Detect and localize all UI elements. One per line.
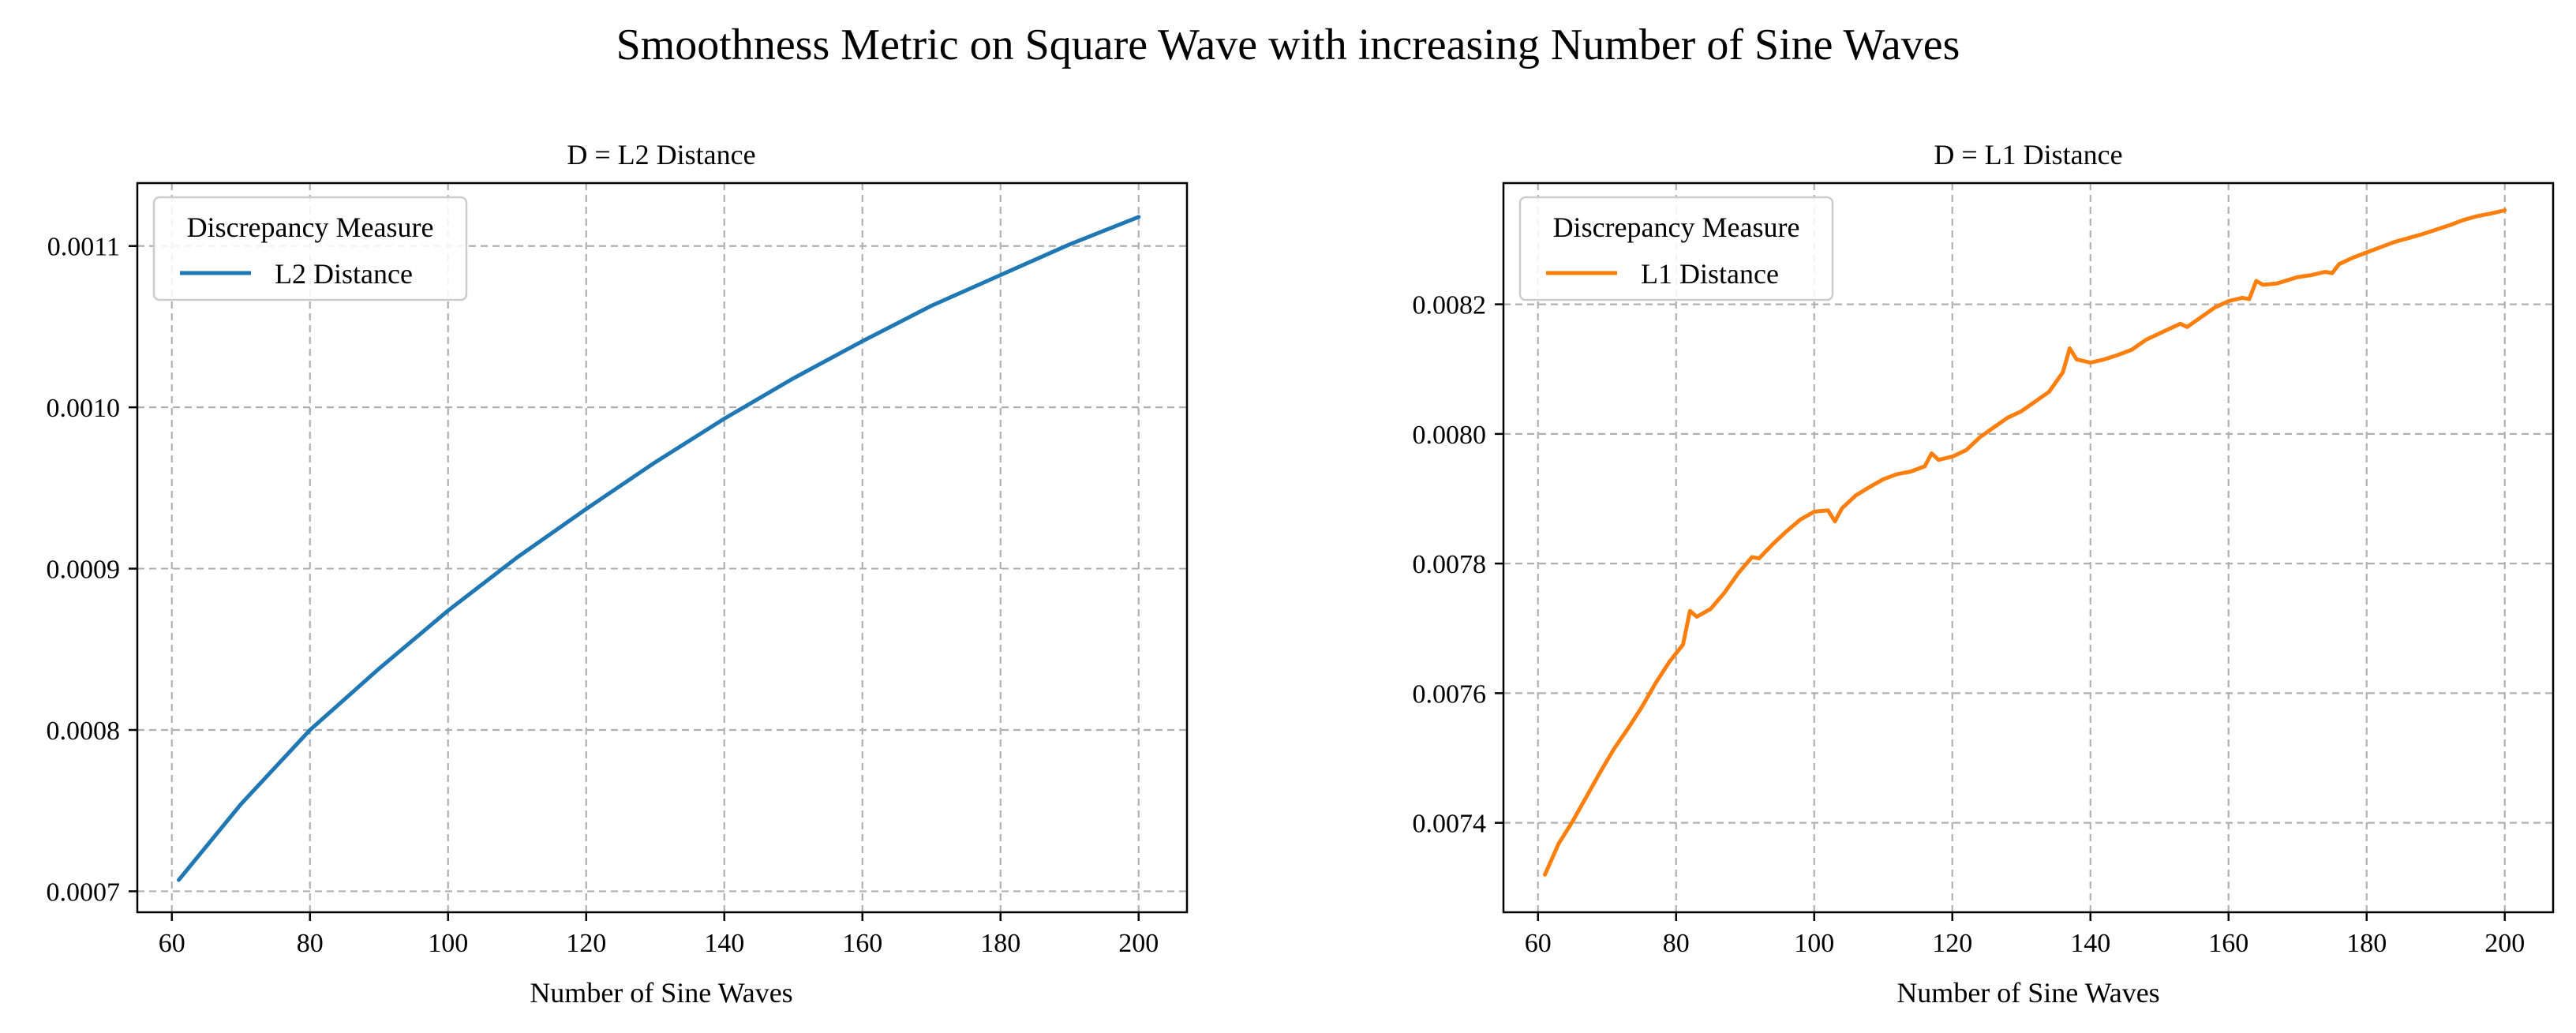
right-chart-title: D = L1 Distance (1934, 139, 2122, 170)
right-chart-xtick-label: 80 (1663, 929, 1690, 958)
right-chart-xtick-label: 60 (1525, 929, 1552, 958)
left-chart-legend-label: L2 Distance (275, 258, 413, 290)
left-chart-xtick-label: 100 (428, 929, 468, 958)
left-chart-xtick-label: 120 (566, 929, 606, 958)
left-chart-legend-title: Discrepancy Measure (187, 211, 434, 243)
right-chart-series-line (1543, 208, 2507, 877)
right-chart-xtick-label: 140 (2070, 929, 2110, 958)
left-chart-axes-frame (136, 182, 1189, 914)
right-chart-xtick-label: 200 (2484, 929, 2525, 958)
left-chart-xtick-label: 160 (842, 929, 882, 958)
right-chart-ytick-label: 0.0074 (1413, 810, 1487, 839)
right-chart-xtick-label: 120 (1932, 929, 1972, 958)
right-chart-panel: D = L1 Distance Number of Sine Waves 60 8… (1413, 139, 2555, 1009)
left-chart-legend: Discrepancy Measure L2 Distance (152, 196, 468, 301)
right-chart-legend-label: L1 Distance (1641, 258, 1779, 290)
left-chart-ytick-label: 0.0008 (47, 717, 121, 746)
left-chart-xtick-label: 80 (297, 929, 324, 958)
left-chart-xtick-label: 60 (159, 929, 185, 958)
right-chart-xtick-label: 100 (1794, 929, 1834, 958)
right-chart-ytick-label: 0.0076 (1413, 679, 1487, 709)
left-chart-title: D = L2 Distance (567, 139, 755, 170)
right-chart-axes-frame (1502, 182, 2555, 914)
right-chart-ytick-label: 0.0082 (1413, 291, 1487, 320)
left-chart-ytick-label: 0.0007 (47, 878, 121, 907)
right-chart-ytick-label: 0.0078 (1413, 550, 1487, 579)
left-chart-xtick-label: 180 (980, 929, 1020, 958)
right-chart-legend-title: Discrepancy Measure (1553, 211, 1800, 243)
left-chart-xtick-label: 140 (704, 929, 744, 958)
right-chart-xtick-label: 160 (2208, 929, 2248, 958)
left-chart-xtick-label: 200 (1118, 929, 1159, 958)
left-chart-ytick-label: 0.0010 (47, 394, 121, 423)
left-chart-series-line (177, 215, 1141, 882)
right-chart-legend: Discrepancy Measure L1 Distance (1518, 196, 1834, 301)
left-chart-ytick-label: 0.0011 (47, 233, 120, 262)
left-chart-panel: D = L2 Distance Number of Sine Waves 60 8… (47, 139, 1189, 1009)
right-chart-ytick-label: 0.0080 (1413, 421, 1487, 450)
figure-suptitle: Smoothness Metric on Square Wave with in… (616, 21, 1960, 69)
right-chart-xtick-label: 180 (2346, 929, 2387, 958)
left-chart-ytick-label: 0.0009 (47, 556, 121, 585)
right-chart-xlabel: Number of Sine Waves (1896, 977, 2159, 1009)
left-chart-xlabel: Number of Sine Waves (530, 977, 792, 1009)
